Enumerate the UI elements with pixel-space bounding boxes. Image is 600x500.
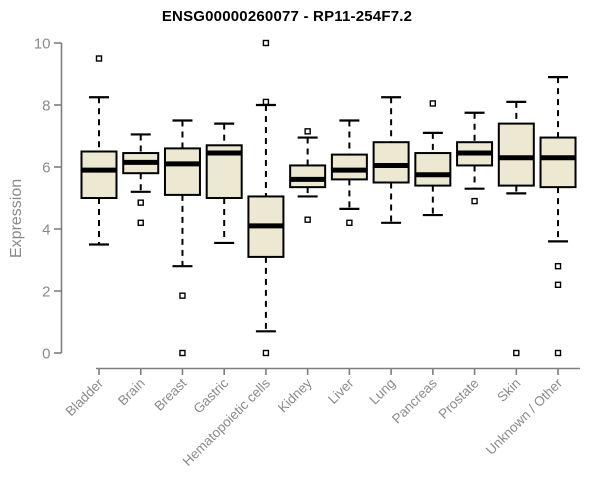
- chart-title: ENSG00000260077 - RP11-254F7.2: [161, 8, 413, 25]
- iqr-box: [163, 147, 201, 196]
- outlier-point: [304, 216, 311, 223]
- y-tick-label: 8: [42, 98, 50, 115]
- x-category-label: Breast: [151, 375, 189, 413]
- outlier-point: [554, 263, 562, 270]
- outlier-point: [513, 349, 520, 357]
- iqr-box: [539, 136, 577, 189]
- iqr-box: [80, 150, 118, 199]
- outlier-point: [137, 199, 144, 206]
- iqr-box: [330, 153, 368, 181]
- outlier-point: [554, 281, 562, 288]
- outlier-point: [346, 219, 353, 227]
- x-category-label: Bladder: [63, 375, 107, 419]
- outlier-point: [554, 349, 562, 357]
- y-tick-label: 10: [34, 36, 51, 53]
- iqr-box: [497, 122, 535, 187]
- x-category-label: Kidney: [275, 375, 315, 415]
- outlier-point: [179, 292, 186, 299]
- x-category-label: Unknown / Other: [483, 375, 566, 458]
- boxplot-skin: [497, 100, 535, 357]
- boxplot-kidney: [289, 128, 327, 223]
- iqr-box: [289, 164, 327, 189]
- outlier-point: [429, 100, 437, 107]
- boxplot-breast: [163, 119, 201, 357]
- outlier-point: [262, 349, 270, 357]
- x-category-label: Gastric: [190, 375, 231, 416]
- x-category-label: Pancreas: [389, 375, 440, 426]
- iqr-box: [372, 141, 410, 184]
- boxplot-liver: [330, 119, 368, 227]
- x-category-label: Liver: [325, 375, 357, 407]
- outlier-point: [95, 55, 103, 62]
- outlier-point: [471, 197, 478, 205]
- x-category-label: Skin: [494, 376, 523, 405]
- boxplot-gastric: [205, 122, 243, 245]
- y-tick-label: 0: [42, 346, 50, 363]
- y-axis: 0 2 4 6 8 10: [34, 36, 63, 363]
- outlier-point: [179, 349, 186, 357]
- outlier-point: [137, 219, 144, 227]
- boxplot-brain: [122, 133, 160, 227]
- x-category-label: Prostate: [436, 376, 482, 422]
- y-tick-label: 4: [42, 222, 50, 239]
- boxplot-pancreas: [414, 100, 452, 217]
- boxplot-prostate: [456, 111, 494, 205]
- boxplot-lung: [372, 96, 410, 224]
- y-tick-label: 2: [42, 284, 50, 301]
- y-tick-label: 6: [42, 160, 50, 177]
- outlier-point: [262, 98, 270, 106]
- outlier-point: [262, 39, 270, 47]
- boxplot-bladder: [80, 55, 118, 246]
- boxplot-unknown-other: [539, 75, 577, 357]
- x-category-label: Lung: [366, 376, 398, 408]
- boxplot-hematopoietic-cells: [247, 39, 285, 357]
- iqr-box: [414, 152, 452, 187]
- x-category-label: Brain: [115, 376, 148, 409]
- outlier-point: [304, 128, 311, 135]
